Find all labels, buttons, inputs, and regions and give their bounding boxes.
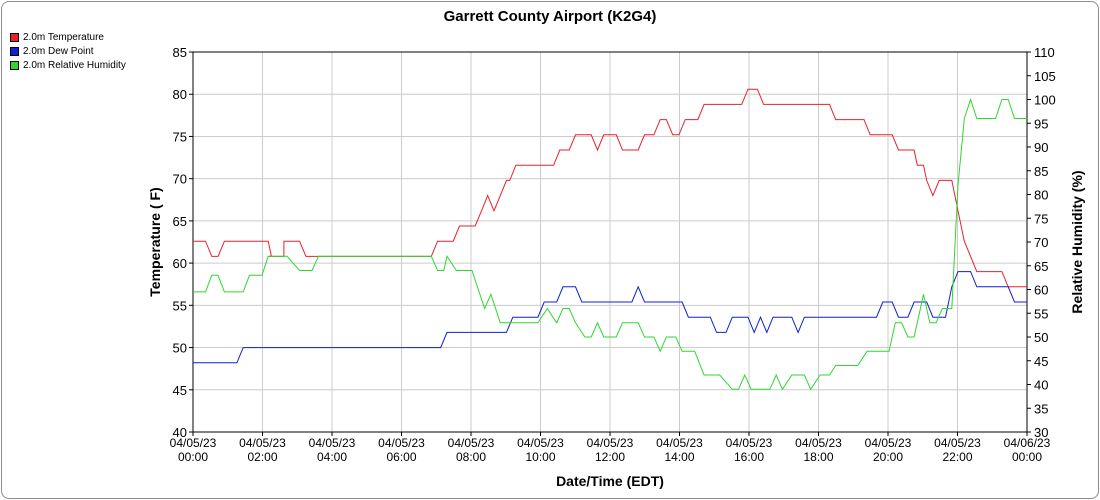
x-tick-date-label: 04/05/23 [934, 436, 981, 450]
legend-swatch-dew-point [10, 46, 19, 56]
legend-label-temperature: 2.0m Temperature [23, 31, 104, 43]
legend-item-relative-humidity: 2.0m Relative Humidity [10, 58, 126, 72]
y2-tick-label: 60 [1034, 283, 1048, 298]
x-tick-time-label: 20:00 [873, 450, 903, 464]
y2-axis-ticks: 110 105 100 95 90 85 80 75 70 65 60 55 50 45 40 35 30 [1027, 45, 1056, 440]
x-tick-time-label: 10:00 [525, 450, 555, 464]
y2-tick-label: 95 [1034, 116, 1048, 131]
x-tick-date-label: 04/05/23 [865, 436, 912, 450]
y2-tick-label: 70 [1034, 235, 1048, 250]
x-tick-date-label: 04/05/23 [656, 436, 703, 450]
y2-tick-label: 85 [1034, 164, 1048, 179]
x-axis-ticks: 04/05/2300:0004/05/2302:0004/05/2304:000… [170, 432, 1051, 464]
y2-axis-label: Relative Humidity (%) [1069, 170, 1085, 313]
y2-tick-label: 80 [1034, 188, 1048, 203]
x-tick-time-label: 00:00 [1012, 450, 1042, 464]
x-tick-date-label: 04/05/23 [795, 436, 842, 450]
legend-swatch-relative-humidity [10, 60, 19, 70]
x-tick-date-label: 04/06/23 [1004, 436, 1051, 450]
gridlines [192, 51, 1028, 433]
y2-tick-label: 40 [1034, 378, 1048, 393]
x-axis-label: Date/Time (EDT) [556, 473, 664, 489]
x-tick-date-label: 04/05/23 [170, 436, 217, 450]
chart-legend: 2.0m Temperature 2.0m Dew Point 2.0m Rel… [10, 30, 126, 72]
legend-label-relative-humidity: 2.0m Relative Humidity [23, 59, 126, 71]
chart-title: Garrett County Airport (K2G4) [444, 8, 657, 25]
y2-tick-label: 65 [1034, 259, 1048, 274]
legend-label-dew-point: 2.0m Dew Point [23, 45, 94, 57]
y-tick-label: 75 [173, 129, 187, 144]
x-tick-time-label: 04:00 [317, 450, 347, 464]
y2-tick-label: 105 [1034, 69, 1056, 84]
y-tick-label: 40 [173, 425, 187, 440]
legend-item-temperature: 2.0m Temperature [10, 30, 126, 44]
series-line-2 [193, 97, 1027, 391]
y2-tick-label: 35 [1034, 401, 1048, 416]
x-tick-time-label: 00:00 [178, 450, 208, 464]
x-tick-time-label: 02:00 [247, 450, 277, 464]
y-tick-label: 70 [173, 172, 187, 187]
y-tick-label: 50 [173, 341, 187, 356]
y2-tick-label: 30 [1034, 425, 1048, 440]
legend-item-dew-point: 2.0m Dew Point [10, 44, 126, 58]
y2-tick-label: 50 [1034, 330, 1048, 345]
y2-tick-label: 90 [1034, 140, 1048, 155]
y-axis-label: Temperature ( F) [147, 187, 163, 296]
y2-tick-label: 55 [1034, 306, 1048, 321]
series-line-0 [193, 88, 1027, 288]
y2-tick-label: 45 [1034, 354, 1048, 369]
x-tick-date-label: 04/05/23 [517, 436, 564, 450]
series-line-1 [193, 271, 1027, 364]
y-tick-label: 65 [173, 214, 187, 229]
x-tick-date-label: 04/05/23 [587, 436, 634, 450]
x-tick-date-label: 04/05/23 [378, 436, 425, 450]
x-tick-time-label: 22:00 [942, 450, 972, 464]
x-tick-date-label: 04/05/23 [726, 436, 773, 450]
legend-swatch-temperature [10, 32, 19, 42]
y-axis-ticks: 85 80 75 70 65 60 55 50 45 40 [173, 45, 193, 440]
y2-tick-label: 110 [1034, 45, 1055, 60]
x-tick-date-label: 04/05/23 [239, 436, 286, 450]
x-tick-date-label: 04/05/23 [309, 436, 356, 450]
x-tick-time-label: 18:00 [803, 450, 833, 464]
x-tick-date-label: 04/05/23 [448, 436, 495, 450]
x-tick-time-label: 14:00 [664, 450, 694, 464]
y2-tick-label: 100 [1034, 93, 1056, 108]
x-tick-time-label: 06:00 [386, 450, 416, 464]
x-tick-time-label: 08:00 [456, 450, 486, 464]
y-tick-label: 80 [173, 87, 187, 102]
y-tick-label: 60 [173, 256, 187, 271]
x-tick-time-label: 16:00 [734, 450, 764, 464]
x-tick-time-label: 12:00 [595, 450, 625, 464]
series-lines [193, 88, 1027, 391]
y2-tick-label: 75 [1034, 211, 1048, 226]
y-tick-label: 55 [173, 298, 187, 313]
y-tick-label: 85 [173, 45, 187, 60]
y-tick-label: 45 [173, 383, 187, 398]
